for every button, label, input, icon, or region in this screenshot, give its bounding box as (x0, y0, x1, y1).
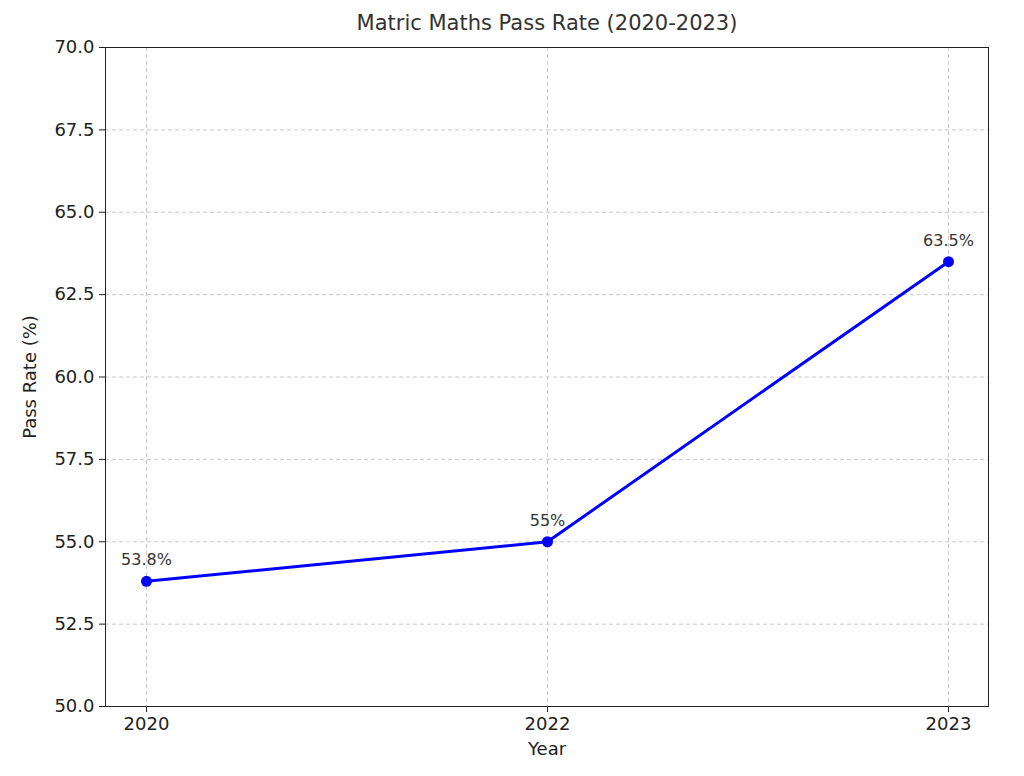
svg-text:2020: 2020 (124, 713, 170, 734)
svg-text:53.8%: 53.8% (121, 550, 172, 569)
html-text:Matric Maths Pass Rate (2020-2: Matric Maths Pass Rate (2020-2023) (356, 11, 738, 35)
svg-text:Pass Rate (%): Pass Rate (%) (19, 315, 40, 439)
svg-text:65.0: 65.0 (54, 201, 94, 222)
svg-text:55.0: 55.0 (54, 531, 94, 552)
svg-text:55%: 55% (530, 511, 566, 530)
svg-text:70.0: 70.0 (54, 36, 94, 57)
svg-text:Year: Year (527, 738, 567, 759)
svg-text:67.5: 67.5 (54, 119, 94, 140)
svg-text:52.5: 52.5 (54, 613, 94, 634)
svg-text:63.5%: 63.5% (923, 231, 974, 250)
svg-text:50.0: 50.0 (54, 695, 94, 716)
svg-text:2022: 2022 (525, 713, 571, 734)
svg-text:57.5: 57.5 (54, 448, 94, 469)
svg-text:2023: 2023 (926, 713, 972, 734)
svg-text:62.5: 62.5 (54, 283, 94, 304)
svg-text:60.0: 60.0 (54, 366, 94, 387)
